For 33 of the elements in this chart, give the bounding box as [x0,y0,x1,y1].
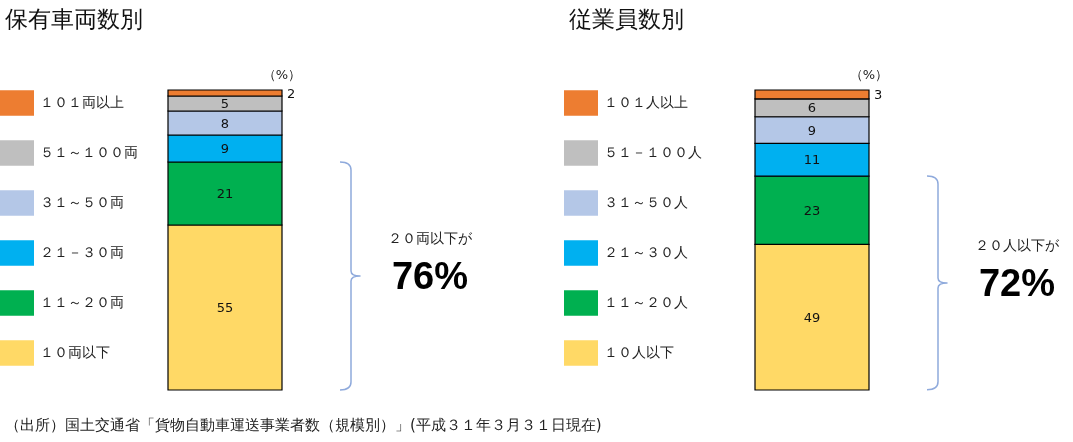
legend-label: ５１－１００人 [604,144,702,160]
legend-label: １１～２０人 [604,294,688,310]
legend-label: １０人以下 [604,344,674,360]
data-label: 9 [220,141,230,156]
chart-title: 従業員数別 [569,6,684,32]
data-label: 2 [287,85,296,101]
chart-title: 保有車両数別 [5,6,143,32]
data-label: 3 [874,86,883,102]
legend-label: ３１～５０人 [604,194,688,210]
data-label: 6 [807,100,817,116]
data-label: 23 [803,202,821,218]
data-label: 55 [216,300,234,315]
text: ２０人以下が [975,237,1059,254]
data-label: 5 [220,96,230,111]
data-label: 9 [807,122,817,138]
data-label: 49 [803,309,821,325]
data-label: 11 [803,152,821,168]
y-axis-title: （%） [262,67,302,82]
legend-label: １０１人以上 [604,94,688,110]
legend-label: １１～２０両 [40,294,124,310]
legend-label: ３１～５０両 [40,194,124,210]
legend-label: ５１～１００両 [40,144,138,160]
text: ２０両以下が [388,230,472,246]
legend-label: １０１両以上 [40,94,124,110]
legend-label: ２１－３０両 [40,244,124,260]
data-label: 21 [216,186,234,201]
data-label: 8 [220,115,230,131]
text: 72% [978,262,1056,305]
legend-label: ２１～３０人 [604,244,688,260]
y-axis-title: （%） [849,67,889,82]
text: 76% [391,255,469,297]
text: （出所）国土交通省「貨物自動車運送事業者数（規模別）」(平成３１年３月３１日現在) [5,416,602,434]
legend-label: １０両以下 [40,344,110,360]
